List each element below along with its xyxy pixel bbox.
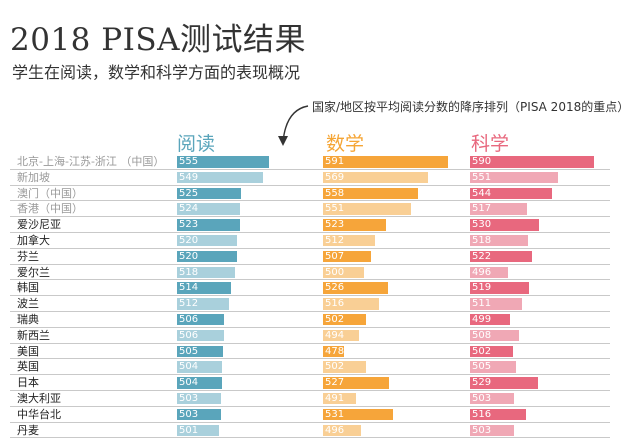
table-row: 爱沙尼亚 523 523 530 [0, 217, 628, 233]
country-label: 丹麦 [17, 423, 39, 437]
science-bar: 516 [470, 408, 527, 421]
reading-bar: 523 [177, 219, 240, 231]
chart-rows: 北京-上海-江苏-浙江 （中国） 555 591 590 新加坡 549 569 551 澳门（… [0, 154, 628, 438]
math-bar: 523 [323, 219, 386, 231]
reading-bar: 525 [177, 187, 242, 200]
table-row: 北京-上海-江苏-浙江 （中国） 555 591 590 [0, 154, 628, 170]
science-bar: 511 [470, 298, 522, 310]
country-label: 澳大利亚 [17, 391, 61, 405]
math-bar: 527 [323, 377, 390, 389]
math-bar: 569 [323, 171, 428, 184]
math-bar: 531 [323, 408, 393, 421]
country-label: 香港（中国） [17, 202, 83, 216]
header-science: 科学 [471, 133, 510, 155]
science-bar: 499 [470, 313, 511, 326]
country-label: 芬兰 [17, 249, 39, 263]
reading-bar: 506 [177, 313, 224, 326]
chart-subtitle: 学生在阅读，数学和科学方面的表现概况 [12, 63, 301, 82]
table-row: 美国 505 478 502 [0, 344, 628, 360]
country-label: 加拿大 [17, 233, 50, 247]
table-row: 新加坡 549 569 551 [0, 170, 628, 186]
science-bar: 522 [470, 250, 532, 263]
reading-bar: 549 [177, 171, 264, 184]
table-row: 波兰 512 516 511 [0, 296, 628, 312]
math-bar: 591 [323, 156, 449, 168]
science-bar: 502 [470, 345, 514, 358]
country-label: 英国 [17, 360, 39, 374]
table-row: 瑞典 506 502 499 [0, 312, 628, 328]
science-bar: 517 [470, 203, 528, 215]
table-row: 中华台北 503 531 516 [0, 407, 628, 423]
reading-bar: 518 [177, 266, 235, 279]
table-row: 丹麦 501 496 503 [0, 423, 628, 438]
chart-title: 2018 PISA测试结果 [10, 22, 306, 58]
reading-bar: 524 [177, 203, 241, 215]
math-bar: 558 [323, 187, 418, 200]
country-label: 新西兰 [17, 328, 50, 342]
country-label: 澳门（中国） [17, 186, 83, 200]
science-bar: 503 [470, 392, 515, 405]
math-bar: 496 [323, 424, 361, 437]
science-bar: 503 [470, 424, 515, 437]
science-bar: 518 [470, 234, 528, 247]
country-label: 美国 [17, 344, 39, 358]
table-row: 香港（中国） 524 551 517 [0, 201, 628, 217]
science-bar: 505 [470, 361, 516, 373]
science-bar: 530 [470, 219, 539, 231]
science-bar: 551 [470, 171, 559, 184]
math-bar: 500 [323, 266, 365, 279]
table-row: 芬兰 520 507 522 [0, 249, 628, 265]
country-label: 爱沙尼亚 [17, 218, 61, 232]
math-bar: 491 [323, 392, 357, 405]
reading-bar: 503 [177, 408, 222, 421]
math-bar: 551 [323, 203, 412, 215]
math-bar: 507 [323, 250, 371, 263]
math-bar: 516 [323, 298, 380, 310]
reading-bar: 503 [177, 392, 222, 405]
country-label: 瑞典 [17, 312, 39, 326]
reading-bar: 504 [177, 377, 223, 389]
math-bar: 502 [323, 361, 367, 373]
reading-bar: 520 [177, 250, 237, 263]
math-bar: 502 [323, 313, 367, 326]
country-label: 日本 [17, 376, 39, 390]
header-math: 数学 [326, 133, 365, 155]
reading-bar: 555 [177, 156, 269, 168]
country-label: 波兰 [17, 297, 39, 311]
table-row: 爱尔兰 518 500 496 [0, 265, 628, 281]
country-label: 中华台北 [17, 407, 61, 421]
country-label: 爱尔兰 [17, 265, 50, 279]
table-row: 日本 504 527 529 [0, 375, 628, 391]
table-row: 澳大利亚 503 491 503 [0, 391, 628, 407]
country-label: 北京-上海-江苏-浙江 （中国） [17, 155, 165, 168]
sort-note-arrow-icon [278, 105, 309, 146]
science-bar: 519 [470, 282, 529, 294]
table-row: 新西兰 506 494 508 [0, 328, 628, 344]
science-bar: 508 [470, 329, 519, 342]
reading-bar: 506 [177, 329, 224, 342]
science-bar: 529 [470, 377, 539, 389]
science-bar: 590 [470, 156, 595, 168]
table-row: 澳门（中国） 525 558 544 [0, 186, 628, 202]
table-row: 加拿大 520 512 518 [0, 233, 628, 249]
math-bar: 478 [323, 345, 345, 358]
reading-bar: 501 [177, 424, 220, 437]
reading-bar: 504 [177, 361, 223, 373]
math-bar: 512 [323, 234, 376, 247]
sort-note: 国家/地区按平均阅读分数的降序排列（PISA 2018的重点） [312, 100, 628, 114]
reading-bar: 512 [177, 298, 230, 310]
reading-bar: 505 [177, 345, 223, 358]
reading-bar: 520 [177, 234, 237, 247]
header-reading: 阅读 [177, 133, 216, 155]
math-bar: 494 [323, 329, 359, 342]
table-row: 英国 504 502 505 [0, 359, 628, 375]
country-label: 新加坡 [17, 170, 50, 184]
table-row: 韩国 514 526 519 [0, 280, 628, 296]
country-label: 韩国 [17, 281, 39, 295]
science-bar: 544 [470, 187, 552, 200]
reading-bar: 514 [177, 282, 232, 294]
math-bar: 526 [323, 282, 389, 294]
science-bar: 496 [470, 266, 508, 279]
